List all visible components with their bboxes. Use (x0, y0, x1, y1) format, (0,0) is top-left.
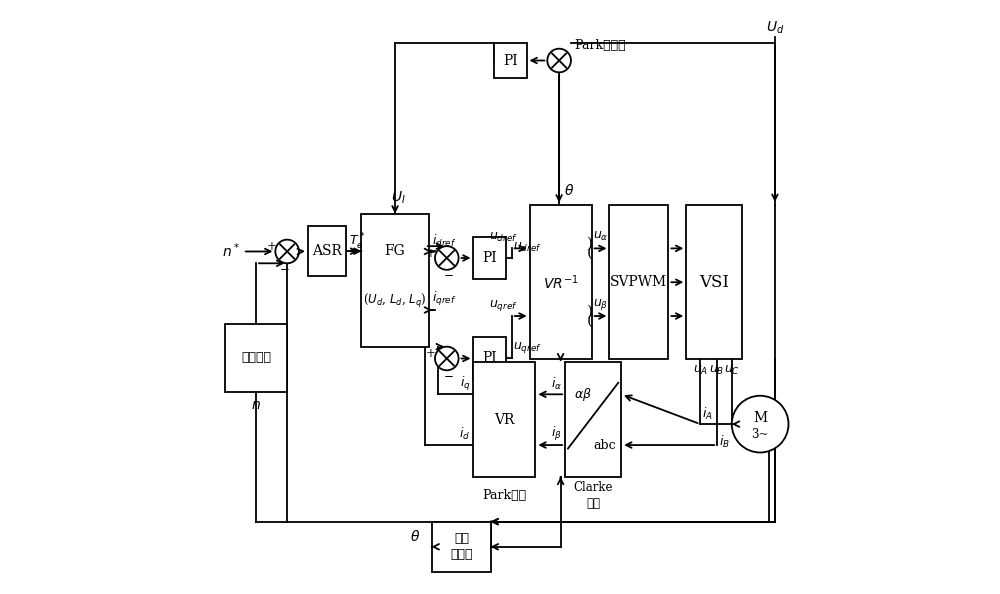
Text: $u_{\alpha}$: $u_{\alpha}$ (593, 230, 608, 243)
Text: FG: FG (385, 245, 405, 258)
Bar (609, 206, 668, 359)
Text: $\theta$: $\theta$ (564, 183, 574, 198)
Text: $-$: $-$ (443, 267, 453, 280)
Bar (432, 522, 491, 572)
Text: Clarke
变换: Clarke 变换 (573, 481, 613, 510)
Text: ASR: ASR (312, 244, 342, 258)
Text: $u_A$: $u_A$ (693, 364, 708, 377)
Text: $u_B$: $u_B$ (709, 364, 725, 377)
Text: $-$: $-$ (279, 261, 290, 274)
Text: 速度计算: 速度计算 (241, 351, 271, 364)
Bar (361, 214, 429, 347)
Text: $T_e^*$: $T_e^*$ (349, 232, 365, 252)
Text: 3~: 3~ (751, 428, 769, 441)
Bar (473, 362, 535, 478)
Text: abc: abc (593, 438, 616, 451)
Text: $n$: $n$ (251, 397, 261, 412)
Text: $VR^{-1}$: $VR^{-1}$ (543, 273, 578, 292)
Text: PI: PI (482, 251, 497, 265)
Circle shape (275, 239, 299, 263)
Text: $u_{dref}$: $u_{dref}$ (489, 231, 518, 244)
Text: $u_{dref}$: $u_{dref}$ (513, 241, 542, 254)
Circle shape (547, 49, 571, 72)
Text: +: + (425, 347, 435, 360)
Text: $\theta$: $\theta$ (410, 529, 420, 544)
Text: ($U_d$, $L_d$, $L_q$): ($U_d$, $L_d$, $L_q$) (363, 292, 427, 309)
Text: VR: VR (494, 413, 515, 426)
Bar (565, 362, 621, 478)
Text: Park变换: Park变换 (482, 488, 526, 501)
Text: $u_{qref}$: $u_{qref}$ (489, 298, 518, 313)
Text: PI: PI (503, 53, 518, 68)
Text: $u_{\beta}$: $u_{\beta}$ (593, 297, 608, 312)
Text: $-$: $-$ (443, 368, 453, 381)
Text: PI: PI (482, 352, 497, 365)
Text: M: M (753, 411, 767, 425)
Bar (473, 337, 506, 380)
Bar (530, 206, 592, 359)
Text: Park逆变换: Park逆变换 (574, 39, 626, 52)
Text: $i_d$: $i_d$ (459, 426, 470, 443)
Text: $\alpha\beta$: $\alpha\beta$ (574, 386, 592, 403)
Text: SVPWM: SVPWM (610, 275, 667, 289)
Bar (494, 43, 527, 78)
Text: $U_d$: $U_d$ (766, 20, 784, 36)
Bar (473, 236, 506, 279)
Text: $i_{\alpha}$: $i_{\alpha}$ (551, 375, 562, 391)
Text: (: ( (587, 314, 593, 328)
Text: ): ) (587, 236, 593, 251)
Text: $i_A$: $i_A$ (702, 406, 713, 422)
Text: $i_B$: $i_B$ (719, 434, 730, 450)
Text: +: + (266, 240, 276, 253)
Circle shape (435, 347, 459, 370)
Text: $i_{\beta}$: $i_{\beta}$ (551, 425, 562, 443)
Text: VSI: VSI (699, 274, 729, 290)
Text: 位置
传感器: 位置 传感器 (450, 532, 473, 561)
Text: $n^*$: $n^*$ (222, 241, 240, 260)
Text: ): ) (587, 304, 593, 318)
Text: $U_I$: $U_I$ (391, 189, 405, 206)
Bar (225, 324, 287, 391)
Text: $u_{qref}$: $u_{qref}$ (513, 340, 542, 355)
Text: $i_q$: $i_q$ (460, 375, 470, 393)
Text: $i_{dref}$: $i_{dref}$ (432, 233, 456, 249)
Text: +: + (425, 247, 435, 260)
Text: (: ( (587, 246, 593, 260)
Circle shape (435, 246, 459, 270)
Bar (308, 226, 346, 276)
Text: $i_{qref}$: $i_{qref}$ (432, 290, 456, 308)
Text: $u_C$: $u_C$ (724, 364, 740, 377)
Circle shape (732, 396, 789, 453)
Bar (686, 206, 742, 359)
